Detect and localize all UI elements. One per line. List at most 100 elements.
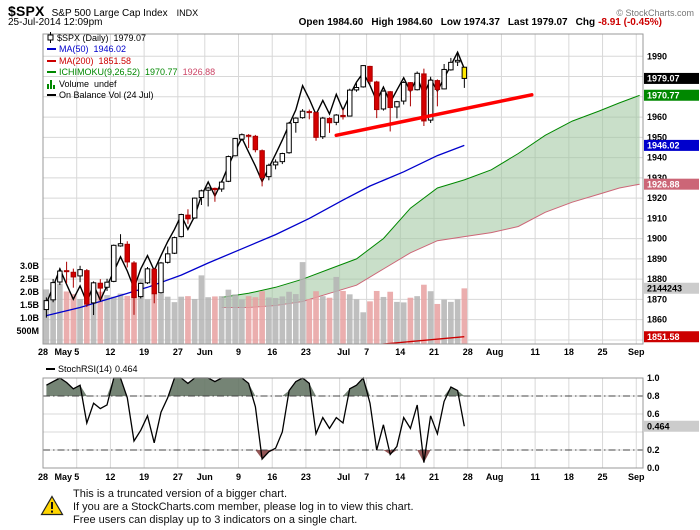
main-chart-legend: $SPX (Daily) 1979.07 MA(50) 1946.02 MA(2… — [47, 32, 215, 101]
svg-text:3.0B: 3.0B — [20, 261, 40, 271]
svg-text:1940: 1940 — [647, 153, 667, 163]
svg-text:11: 11 — [530, 472, 540, 482]
high-label: High — [371, 17, 394, 28]
svg-text:1860: 1860 — [647, 315, 667, 325]
legend-ichimoku-value-b: 1926.88 — [182, 67, 216, 78]
legend-ma200-label: MA(200) — [59, 55, 94, 66]
svg-text:27: 27 — [173, 472, 183, 482]
svg-text:1926.88: 1926.88 — [647, 179, 680, 189]
candles-layer — [43, 53, 468, 318]
svg-text:25: 25 — [598, 347, 608, 357]
legend-ma50-label: MA(50) — [59, 44, 89, 55]
last-label: Last — [507, 17, 529, 28]
svg-text:0.464: 0.464 — [647, 421, 670, 431]
legend-ichimoku-value-a: 1970.77 — [145, 67, 178, 78]
rsi-plot-layer — [43, 376, 643, 463]
ichimoku-line-icon — [47, 71, 56, 74]
svg-text:14: 14 — [395, 472, 405, 482]
axis-value-flag — [644, 282, 699, 294]
ma50-line — [46, 144, 465, 317]
legend-item-spx: $SPX (Daily) 1979.07 — [47, 32, 215, 44]
svg-text:1946.02: 1946.02 — [647, 141, 680, 151]
legend-ma200-value: 1851.58 — [98, 55, 132, 66]
svg-text:1990: 1990 — [647, 51, 667, 61]
legend-item-ma200: MA(200) 1851.58 — [47, 55, 215, 67]
warning-icon — [40, 494, 64, 521]
svg-text:28: 28 — [463, 347, 473, 357]
svg-text:28: 28 — [38, 347, 48, 357]
footer-line-3: Free users can display up to 3 indicator… — [73, 514, 358, 526]
rsi-overbought-fill — [46, 378, 465, 396]
svg-text:2144243: 2144243 — [647, 283, 682, 293]
candlestick-icon — [47, 32, 54, 44]
svg-text:11: 11 — [530, 347, 540, 357]
svg-text:9: 9 — [236, 472, 241, 482]
svg-text:28: 28 — [463, 472, 473, 482]
svg-text:Jun: Jun — [197, 347, 213, 357]
legend-ichimoku-label: ICHIMOKU(9,26,52) — [59, 67, 141, 78]
svg-text:1900: 1900 — [647, 234, 667, 244]
axis-value-flag — [644, 139, 699, 151]
stochrsi-line-icon — [46, 368, 55, 370]
svg-text:14: 14 — [395, 347, 405, 357]
low-label: Low — [440, 17, 461, 28]
footer-lines: This is a truncated version of a bigger … — [73, 488, 414, 527]
volume-bars-icon — [47, 79, 56, 89]
svg-text:16: 16 — [267, 347, 277, 357]
open-label: Open — [298, 17, 325, 28]
last-value: 1979.07 — [531, 17, 568, 28]
ma50-line-icon — [47, 48, 56, 51]
open-value: 1984.60 — [327, 17, 364, 28]
svg-text:0.2: 0.2 — [647, 445, 660, 455]
svg-text:23: 23 — [301, 347, 311, 357]
svg-text:25: 25 — [598, 472, 608, 482]
legend-item-obv: On Balance Vol (24 Jul) — [47, 90, 215, 102]
footer-line-2: If you are a StockCharts.com member, ple… — [73, 501, 414, 513]
legend-volume-value: undef — [94, 78, 117, 89]
svg-text:Jul: Jul — [337, 347, 350, 357]
svg-text:500M: 500M — [16, 326, 39, 336]
svg-text:Sep: Sep — [628, 472, 645, 482]
svg-text:Aug: Aug — [486, 472, 504, 482]
svg-text:1970.77: 1970.77 — [647, 90, 680, 100]
legend-obv-label: On Balance Vol (24 Jul) — [59, 90, 154, 101]
svg-text:1870: 1870 — [647, 294, 667, 304]
legend-spx-value: 1979.07 — [113, 32, 147, 43]
svg-text:1.0: 1.0 — [647, 373, 660, 383]
header-row-1: $SPX S&P 500 Large Cap Index INDX © Stoc… — [8, 3, 694, 19]
svg-text:0.6: 0.6 — [647, 409, 660, 419]
footer-line-1: This is a truncated version of a bigger … — [73, 488, 287, 500]
ichimoku-cloud — [221, 95, 640, 308]
index-name: S&P 500 Large Cap Index — [51, 8, 168, 19]
legend-spx-label: $SPX (Daily) — [57, 32, 109, 43]
svg-text:1930: 1930 — [647, 173, 667, 183]
low-value: 1974.37 — [463, 17, 500, 28]
legend-item-ichimoku: ICHIMOKU(9,26,52) 1970.77 1926.88 — [47, 67, 215, 79]
svg-text:1950: 1950 — [647, 132, 667, 142]
svg-text:1880: 1880 — [647, 274, 667, 284]
svg-text:Aug: Aug — [486, 347, 504, 357]
stochrsi-label: StochRSI(14) — [58, 364, 113, 374]
svg-text:1979.07: 1979.07 — [647, 74, 680, 84]
legend-ma50-value: 1946.02 — [93, 44, 127, 55]
header-row-2: 25-Jul-2014 12:09pm Open 1984.60 High 19… — [8, 17, 662, 28]
svg-text:2.5B: 2.5B — [20, 274, 40, 284]
axis-value-flag — [644, 89, 699, 101]
footer-notice: This is a truncated version of a bigger … — [40, 488, 414, 527]
exchange-label: INDX — [176, 8, 199, 18]
svg-text:0.0: 0.0 — [647, 463, 660, 473]
svg-text:12: 12 — [105, 472, 115, 482]
svg-text:16: 16 — [267, 472, 277, 482]
obv-line-icon — [47, 94, 56, 97]
chg-value: -8.91 (-0.45%) — [598, 17, 662, 28]
svg-text:21: 21 — [429, 472, 439, 482]
svg-text:18: 18 — [564, 472, 574, 482]
svg-text:Jul: Jul — [337, 472, 350, 482]
svg-text:1.5B: 1.5B — [20, 300, 40, 310]
legend-item-volume: Volume undef — [47, 78, 215, 90]
svg-text:5: 5 — [74, 472, 79, 482]
svg-text:Sep: Sep — [628, 347, 645, 357]
svg-text:19: 19 — [139, 472, 149, 482]
svg-text:2.0B: 2.0B — [20, 287, 40, 297]
datetime: 25-Jul-2014 12:09pm — [8, 17, 103, 28]
